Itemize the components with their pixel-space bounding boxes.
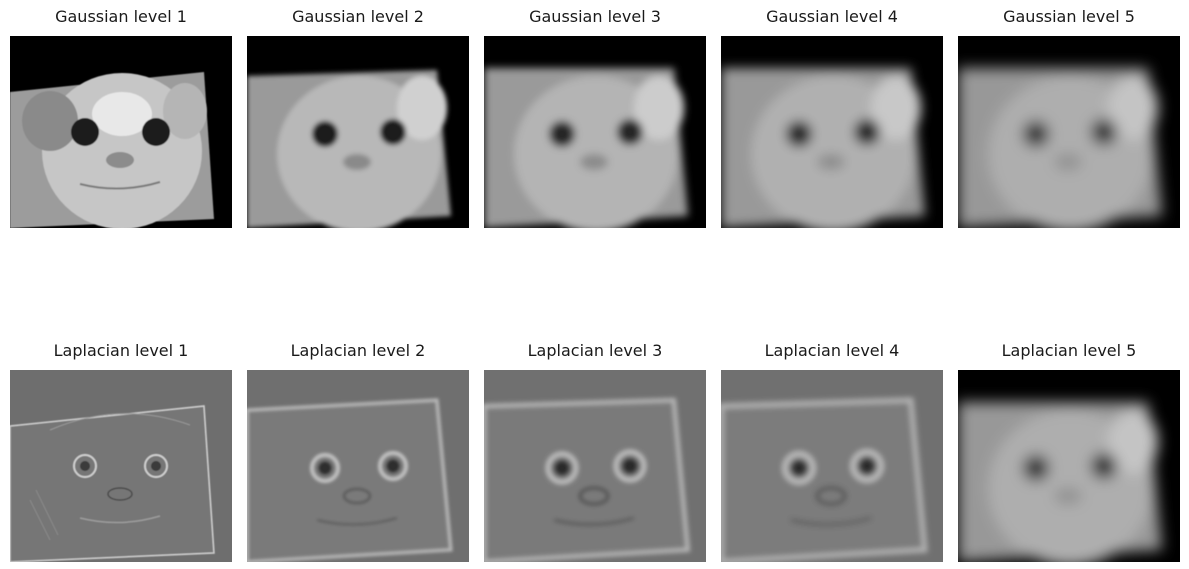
- laplacian-level-2-image: [247, 370, 469, 562]
- laplacian-level-1-title: Laplacian level 1: [53, 341, 189, 360]
- laplacian-level-2-title: Laplacian level 2: [290, 341, 426, 360]
- gaussian-level-4-title: Gaussian level 4: [766, 7, 898, 26]
- gaussian-level-3-image: [484, 36, 706, 228]
- laplacian-level-4-image: [721, 370, 943, 562]
- laplacian-level-3-image: [484, 370, 706, 562]
- gaussian-level-2-image: [247, 36, 469, 228]
- gaussian-level-4-image: [721, 36, 943, 228]
- gaussian-level-1-title: Gaussian level 1: [55, 7, 187, 26]
- laplacian-level-4-title: Laplacian level 4: [764, 341, 900, 360]
- laplacian-level-5-title: Laplacian level 5: [1001, 341, 1137, 360]
- gaussian-level-5-image: [958, 36, 1180, 228]
- gaussian-level-5-title: Gaussian level 5: [1003, 7, 1135, 26]
- laplacian-level-3-title: Laplacian level 3: [527, 341, 663, 360]
- laplacian-level-5-image: [958, 370, 1180, 562]
- gaussian-level-1-image: [10, 36, 232, 228]
- gaussian-level-2-title: Gaussian level 2: [292, 7, 424, 26]
- laplacian-level-1-image: [10, 370, 232, 562]
- gaussian-level-3-title: Gaussian level 3: [529, 7, 661, 26]
